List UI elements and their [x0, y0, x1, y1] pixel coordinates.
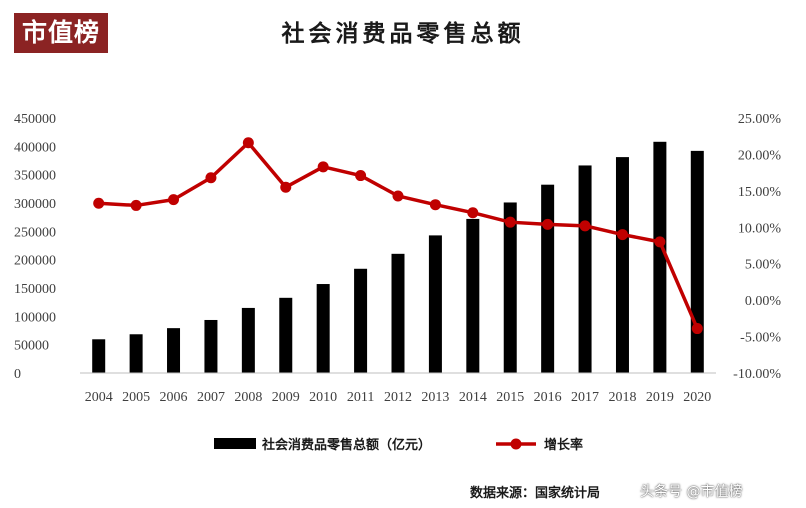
bar-2008	[241, 307, 255, 373]
growth-point-2009	[280, 181, 292, 193]
growth-point-2015	[504, 216, 516, 228]
growth-point-2004	[93, 197, 105, 209]
y-right-tick-label: 20.00%	[738, 148, 782, 163]
growth-point-2018	[616, 229, 628, 241]
data-source: 数据来源：国家统计局	[470, 486, 601, 501]
y-left-tick-label: 100000	[14, 310, 56, 325]
x-tick-label: 2007	[197, 390, 225, 405]
y-left-tick-label: 400000	[14, 140, 56, 155]
y-right-tick-label: 5.00%	[745, 258, 782, 273]
bar-2004	[92, 339, 106, 373]
bar-2009	[279, 297, 293, 373]
growth-point-2012	[392, 190, 404, 202]
x-tick-label: 2011	[347, 390, 374, 405]
growth-point-2007	[205, 172, 217, 184]
bar-2010	[316, 284, 330, 373]
x-tick-label: 2005	[122, 390, 150, 405]
x-tick-label: 2004	[85, 390, 113, 405]
y-left-tick-label: 0	[14, 367, 21, 382]
x-tick-label: 2018	[608, 390, 636, 405]
growth-point-2006	[168, 194, 180, 206]
legend-line-marker	[510, 438, 522, 450]
bar-2020	[690, 150, 704, 373]
growth-point-2020	[691, 323, 703, 335]
chart-title: 社会消费品零售总额	[281, 20, 525, 47]
x-tick-label: 2013	[421, 390, 449, 405]
bar-2012	[391, 253, 405, 373]
y-right-tick-label: -10.00%	[733, 367, 781, 382]
growth-point-2011	[355, 170, 367, 182]
y-left-tick-label: 150000	[14, 282, 56, 297]
x-tick-label: 2010	[309, 390, 337, 405]
y-left-tick-label: 300000	[14, 197, 56, 212]
bar-2013	[428, 235, 442, 373]
x-tick-label: 2014	[459, 390, 487, 405]
y-left-tick-label: 450000	[14, 112, 56, 127]
growth-point-2010	[317, 161, 329, 173]
bar-2016	[541, 184, 555, 373]
x-tick-label: 2016	[534, 390, 562, 405]
x-tick-label: 2009	[272, 390, 300, 405]
y-right-tick-label: -5.00%	[740, 331, 781, 346]
y-left-tick-label: 350000	[14, 169, 56, 184]
growth-point-2005	[130, 199, 142, 211]
bar-2015	[503, 202, 517, 373]
bar-2017	[578, 165, 592, 373]
growth-point-2008	[242, 137, 254, 149]
x-tick-label: 2019	[646, 390, 674, 405]
legend-bar-swatch	[214, 438, 256, 449]
growth-point-2017	[579, 220, 591, 232]
growth-point-2016	[542, 218, 554, 230]
x-tick-label: 2017	[571, 390, 599, 405]
x-tick-label: 2020	[683, 390, 711, 405]
x-tick-label: 2012	[384, 390, 412, 405]
growth-point-2019	[654, 236, 666, 248]
legend-bar-label: 社会消费品零售总额（亿元）	[261, 437, 431, 453]
y-left-tick-label: 250000	[14, 225, 56, 240]
bar-2014	[466, 218, 480, 373]
y-right-tick-label: 10.00%	[738, 221, 782, 236]
brand-logo: 市值榜	[14, 13, 108, 53]
bar-2005	[129, 334, 143, 373]
growth-point-2013	[429, 199, 441, 211]
y-left-tick-label: 200000	[14, 254, 56, 269]
x-tick-label: 2008	[234, 390, 262, 405]
bar-2018	[615, 157, 629, 373]
y-right-tick-label: 0.00%	[745, 294, 782, 309]
watermark: 头条号 @市值榜	[640, 484, 743, 500]
x-tick-label: 2006	[160, 390, 188, 405]
bar-2006	[167, 328, 181, 373]
y-right-tick-label: 15.00%	[738, 185, 782, 200]
y-right-tick-label: 25.00%	[738, 112, 782, 127]
growth-point-2014	[467, 207, 479, 219]
bar-2007	[204, 319, 218, 373]
y-left-tick-label: 50000	[14, 339, 49, 354]
bar-2019	[653, 141, 667, 373]
x-tick-label: 2015	[496, 390, 524, 405]
bar-2011	[354, 268, 368, 373]
legend-line-label: 增长率	[544, 437, 583, 453]
